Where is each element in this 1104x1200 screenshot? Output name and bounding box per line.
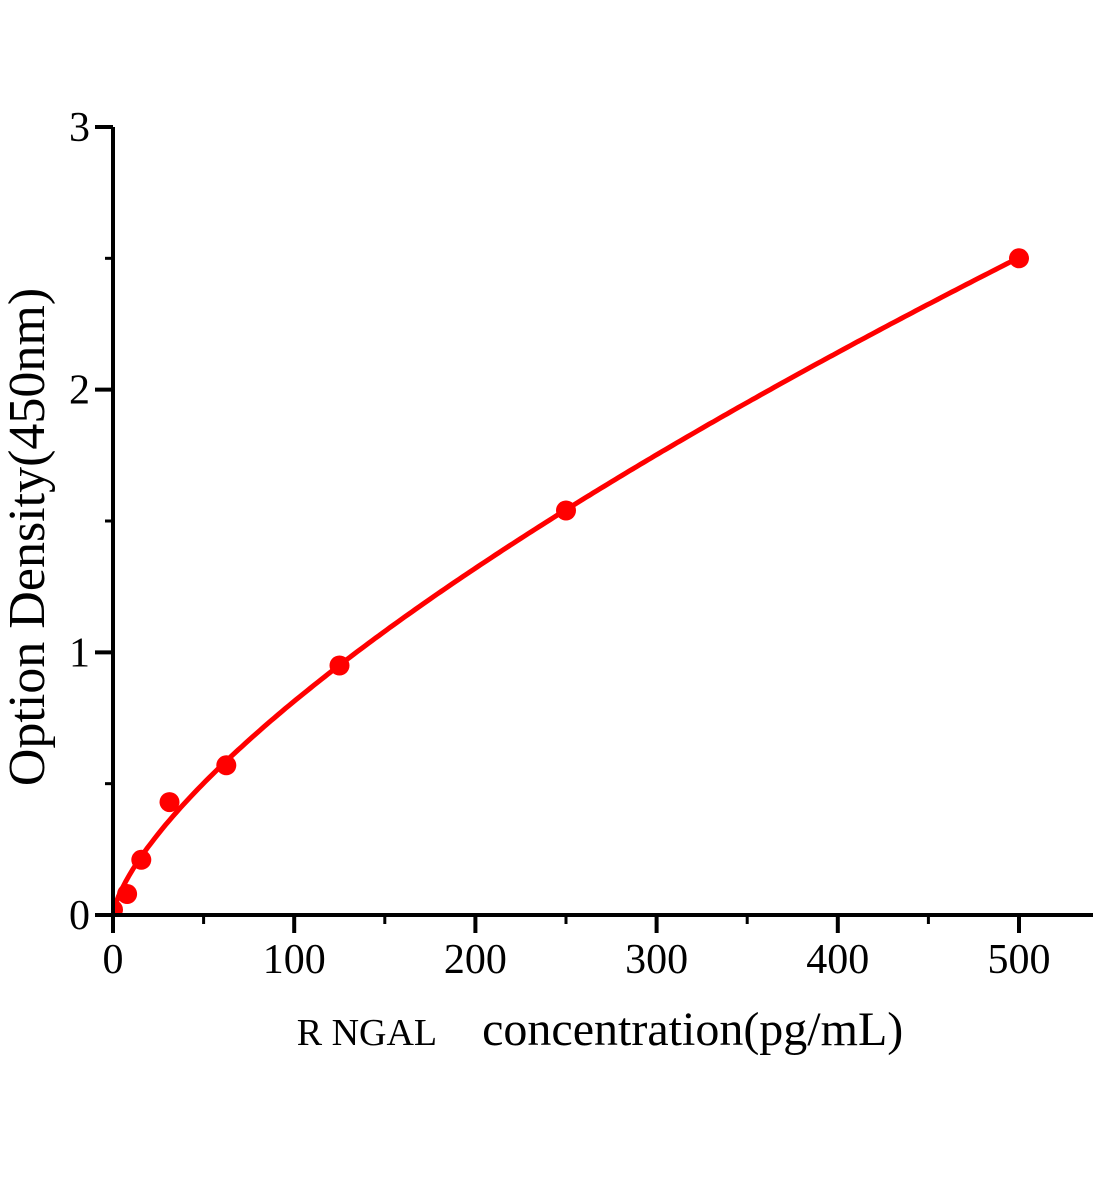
data-point [1009, 248, 1029, 269]
data-point [556, 500, 576, 521]
y-tick-label: 1 [69, 630, 90, 676]
y-tick-label: 0 [69, 893, 90, 939]
x-axis-title-prefix: R NGAL [297, 1012, 437, 1054]
x-tick-label: 300 [625, 937, 688, 983]
x-tick-label: 0 [103, 937, 124, 983]
series-group [113, 248, 1029, 915]
x-axis-title-main: concentration(pg/mL) [482, 1003, 903, 1056]
data-point [113, 899, 123, 915]
x-tick-label: 100 [263, 937, 326, 983]
data-point [131, 849, 152, 870]
x-tick-label: 400 [806, 937, 869, 983]
y-tick-label: 2 [69, 368, 90, 414]
x-tick-label: 500 [988, 937, 1051, 983]
data-point [216, 755, 237, 776]
y-tick-label: 3 [69, 105, 90, 151]
data-point [329, 655, 350, 676]
x-axis-title: R NGAL concentration(pg/mL) [297, 1003, 904, 1056]
x-tick-label: 200 [444, 937, 507, 983]
y-axis-title: Option Density(450nm) [0, 288, 56, 786]
data-point [117, 884, 138, 904]
data-point [159, 792, 180, 813]
axes-group [95, 124, 1093, 933]
fit-curve-line [113, 256, 1020, 915]
